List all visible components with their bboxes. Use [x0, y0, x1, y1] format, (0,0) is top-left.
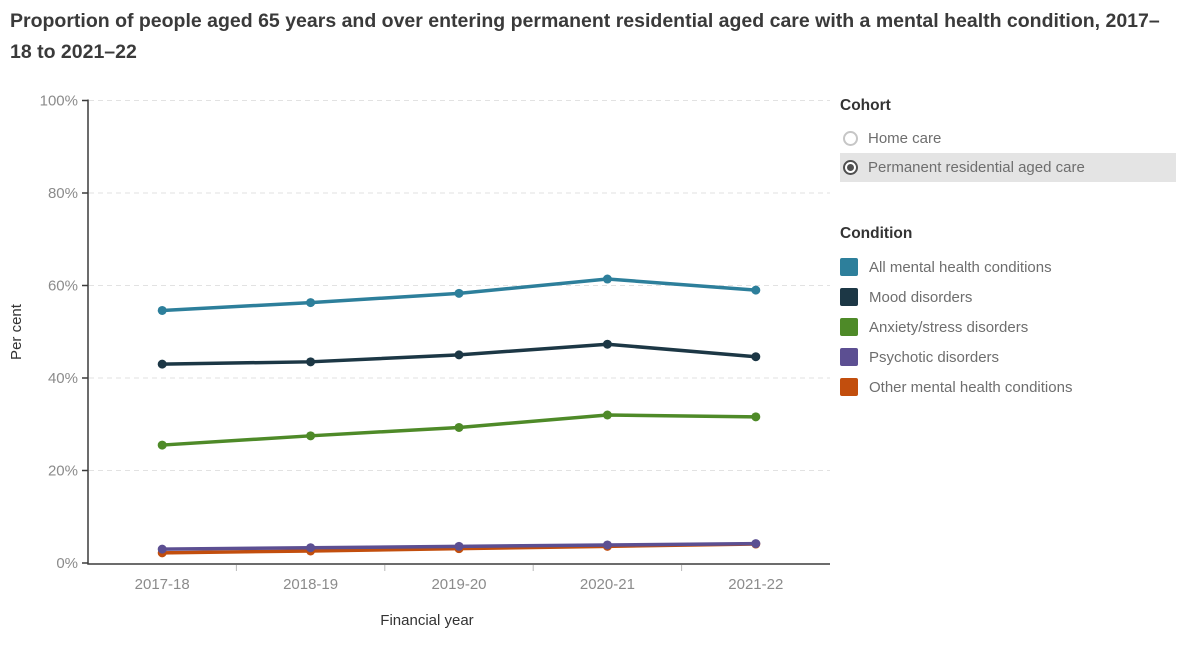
x-tick-label: 2018-19: [283, 576, 338, 593]
axis-lines: [87, 99, 830, 565]
y-tick-label: 20%: [48, 463, 78, 480]
cohort-option-home-care[interactable]: Home care: [840, 124, 1176, 153]
y-tick-label: 60%: [48, 278, 78, 295]
x-axis-title: Financial year: [380, 612, 473, 629]
radio-selected-icon[interactable]: [843, 160, 858, 175]
legend-swatch-icon: [840, 288, 858, 306]
legend-item-label: Anxiety/stress disorders: [869, 318, 1029, 336]
x-tick-label: 2021-22: [728, 576, 783, 593]
x-tick-label: 2019-20: [431, 576, 486, 593]
y-axis-title: Per cent: [8, 303, 25, 360]
legend-swatch-icon: [840, 258, 858, 276]
y-tick-label: 40%: [48, 370, 78, 387]
series-mood-disorders[interactable]: [157, 339, 761, 369]
series-all-mental-health-conditions[interactable]: [157, 274, 761, 315]
data-point[interactable]: [306, 357, 316, 367]
legend-item-other-mental-health-conditions[interactable]: Other mental health conditions: [840, 372, 1176, 402]
page-title: Proportion of people aged 65 years and o…: [10, 10, 1160, 63]
condition-legend-title: Condition: [840, 225, 913, 242]
cohort-legend: Cohort Home care Permanent residential a…: [840, 96, 1176, 182]
data-point[interactable]: [157, 305, 167, 315]
x-tick-label: 2020-21: [580, 576, 635, 593]
data-point[interactable]: [454, 350, 464, 360]
legend-item-label: All mental health conditions: [869, 258, 1052, 276]
data-point[interactable]: [454, 541, 464, 551]
data-point[interactable]: [602, 339, 612, 349]
data-point[interactable]: [751, 539, 761, 549]
legend-item-label: Mood disorders: [869, 288, 973, 306]
data-point[interactable]: [751, 412, 761, 422]
y-tick-label: 80%: [48, 185, 78, 202]
legend-item-anxiety-stress-disorders[interactable]: Anxiety/stress disorders: [840, 312, 1176, 342]
legend-item-all-mental-health-conditions[interactable]: All mental health conditions: [840, 252, 1176, 282]
condition-legend: Condition All mental health conditions M…: [840, 224, 1176, 402]
series-psychotic-disorders[interactable]: [157, 539, 761, 554]
series-anxiety-stress-disorders[interactable]: [157, 410, 761, 450]
data-point[interactable]: [454, 422, 464, 432]
y-tick-label: 0%: [56, 555, 78, 572]
cohort-option-label: Permanent residential aged care: [868, 159, 1085, 176]
radio-unselected-icon[interactable]: [843, 131, 858, 146]
legend-item-psychotic-disorders[interactable]: Psychotic disorders: [840, 342, 1176, 372]
data-point[interactable]: [306, 431, 316, 441]
cohort-option-label: Home care: [868, 130, 942, 147]
legend-swatch-icon: [840, 378, 858, 396]
data-point[interactable]: [306, 298, 316, 308]
data-point[interactable]: [751, 352, 761, 362]
data-point[interactable]: [454, 288, 464, 298]
legend-item-label: Psychotic disorders: [869, 348, 1000, 366]
data-point[interactable]: [306, 543, 316, 553]
legend-item-mood-disorders[interactable]: Mood disorders: [840, 282, 1176, 312]
data-point[interactable]: [157, 440, 167, 450]
legend-panel: Cohort Home care Permanent residential a…: [840, 96, 1176, 402]
cohort-legend-title: Cohort: [840, 97, 891, 114]
line-chart: 0% 20% 40% 60% 80% 100% 2017-18 2018-19 2019-20 2…: [8, 93, 830, 629]
legend-item-label: Other mental health conditions: [869, 378, 1073, 396]
data-point[interactable]: [751, 285, 761, 295]
x-tick-label: 2017-18: [135, 576, 190, 593]
y-tick-label: 100%: [40, 93, 78, 110]
data-point[interactable]: [157, 359, 167, 369]
data-point[interactable]: [602, 540, 612, 550]
cohort-option-permanent-residential-aged-care[interactable]: Permanent residential aged care: [840, 153, 1176, 182]
legend-swatch-icon: [840, 348, 858, 366]
data-point[interactable]: [157, 544, 167, 554]
data-point[interactable]: [602, 410, 612, 420]
data-point[interactable]: [602, 274, 612, 284]
legend-swatch-icon: [840, 318, 858, 336]
